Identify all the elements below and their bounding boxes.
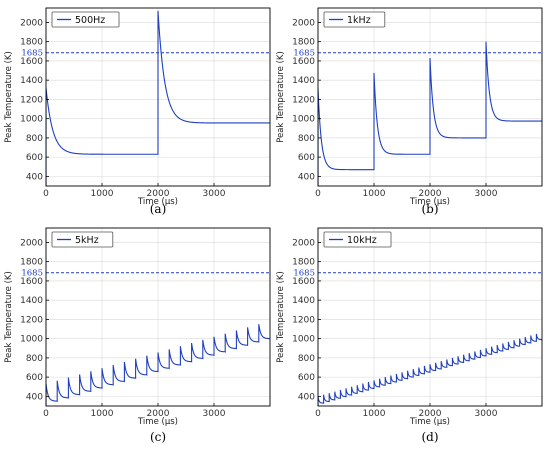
reference-label: 1685 [21,49,43,59]
y-tick-label: 800 [26,134,43,144]
y-tick-label: 600 [26,153,43,163]
y-tick-label: 1000 [292,335,315,345]
reference-label: 1685 [293,49,315,59]
y-tick-label: 1000 [20,335,43,345]
y-tick-label: 1800 [292,258,315,268]
y-tick-label: 800 [298,134,315,144]
y-axis-label: Peak Temperature (K) [276,271,286,363]
x-tick-label: 2000 [147,409,170,419]
legend-label: 500Hz [75,15,105,26]
y-tick-label: 1200 [20,315,43,325]
y-axis-label: Peak Temperature (K) [276,51,286,143]
series-line-0 [46,324,270,406]
x-tick-label: 0 [315,189,321,199]
x-tick-label: 3000 [203,409,226,419]
reference-label: 1685 [21,269,43,279]
legend-label: 5kHz [75,235,99,246]
legend-label: 10kHz [347,235,377,246]
y-axis-label: Peak Temperature (K) [4,51,14,143]
y-tick-label: 600 [26,373,43,383]
panel-caption: (d) [421,430,438,444]
series-line-0 [318,333,542,406]
chart-panel-3: 1685 0 1000 2000 3000 400 600 800 1000 1200 1400 16… [276,227,543,444]
reference-label: 1685 [293,269,315,279]
x-axis-label: Time (µs) [409,197,450,207]
legend: 10kHz [323,231,392,248]
x-tick-label: 3000 [475,189,498,199]
series-line-0 [46,10,270,186]
y-tick-label: 1800 [20,258,43,268]
y-tick-label: 600 [298,153,315,163]
chart-panel-0: 1685 0 1000 2000 3000 400 600 800 1000 1200 1400 16… [4,7,271,216]
y-tick-label: 400 [298,172,315,182]
y-tick-label: 800 [26,354,43,364]
y-tick-label: 1800 [20,38,43,48]
x-tick-label: 0 [43,189,49,199]
x-tick-label: 1000 [91,409,114,419]
y-tick-label: 2000 [292,18,315,28]
x-tick-label: 1000 [363,189,386,199]
panel-caption: (b) [421,202,438,216]
x-tick-label: 3000 [203,189,226,199]
legend-box [323,11,386,28]
legend-box [51,231,114,248]
x-tick-label: 0 [43,409,49,419]
y-tick-label: 1600 [20,277,43,287]
x-axis-label: Time (µs) [137,417,178,427]
y-tick-label: 1200 [20,95,43,105]
legend-box [51,11,120,28]
x-axis-label: Time (µs) [137,197,178,207]
series-line-0 [318,41,542,186]
y-tick-label: 800 [298,354,315,364]
y-tick-label: 1400 [20,76,43,86]
y-tick-label: 400 [26,392,43,402]
y-tick-label: 400 [298,392,315,402]
chart-panel-2: 1685 0 1000 2000 3000 400 600 800 1000 1200 1400 16… [4,227,271,444]
panel-caption: (a) [150,202,167,216]
y-tick-label: 1000 [20,115,43,125]
legend: 5kHz [51,231,114,248]
y-tick-label: 2000 [292,238,315,248]
y-tick-label: 600 [298,373,315,383]
y-tick-label: 2000 [20,18,43,28]
y-tick-label: 1600 [20,57,43,67]
x-axis-label: Time (µs) [409,417,450,427]
x-tick-label: 1000 [363,409,386,419]
y-tick-label: 2000 [20,238,43,248]
chart-panel-1: 1685 0 1000 2000 3000 400 600 800 1000 1200 1400 16… [276,7,543,216]
legend-label: 1kHz [347,15,371,26]
legend: 1kHz [323,11,386,28]
x-tick-label: 1000 [91,189,114,199]
y-tick-label: 1200 [292,95,315,105]
y-tick-label: 1400 [292,76,315,86]
y-tick-label: 1600 [292,277,315,287]
y-tick-label: 1400 [20,296,43,306]
y-tick-label: 1000 [292,115,315,125]
legend: 500Hz [51,11,120,28]
y-tick-label: 400 [26,172,43,182]
y-tick-label: 1200 [292,315,315,325]
x-tick-label: 2000 [419,409,442,419]
y-tick-label: 1800 [292,38,315,48]
y-axis-label: Peak Temperature (K) [4,271,14,363]
y-tick-label: 1600 [292,57,315,67]
x-tick-label: 3000 [475,409,498,419]
x-tick-label: 2000 [147,189,170,199]
legend-box [323,231,392,248]
x-tick-label: 0 [315,409,321,419]
panel-caption: (c) [150,430,166,444]
y-tick-label: 1400 [292,296,315,306]
x-tick-label: 2000 [419,189,442,199]
